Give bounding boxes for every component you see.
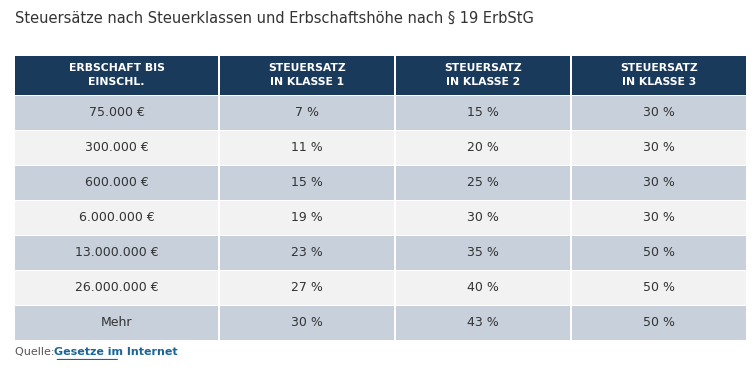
Text: 30 %: 30 % <box>643 211 675 224</box>
Text: 25 %: 25 % <box>467 176 499 190</box>
Bar <box>572 56 746 95</box>
Text: 30 %: 30 % <box>643 176 675 190</box>
Text: 19 %: 19 % <box>292 211 323 224</box>
Bar <box>221 271 394 305</box>
Text: 6.000.000 €: 6.000.000 € <box>79 211 154 224</box>
Text: Gesetze im Internet: Gesetze im Internet <box>54 347 178 357</box>
Bar <box>572 201 746 235</box>
Text: 50 %: 50 % <box>643 246 675 259</box>
Bar <box>15 201 218 235</box>
Bar <box>221 306 394 340</box>
Text: 40 %: 40 % <box>467 281 499 294</box>
Bar <box>15 131 218 165</box>
Text: 27 %: 27 % <box>291 281 324 294</box>
Bar <box>221 236 394 270</box>
Bar <box>396 96 570 130</box>
Bar <box>572 271 746 305</box>
Text: 35 %: 35 % <box>467 246 499 259</box>
Text: 13.000.000 €: 13.000.000 € <box>75 246 159 259</box>
Text: 50 %: 50 % <box>643 317 675 329</box>
Text: 300.000 €: 300.000 € <box>85 141 148 155</box>
Bar <box>396 201 570 235</box>
Bar <box>15 236 218 270</box>
Bar <box>396 56 570 95</box>
Bar <box>15 56 218 95</box>
Bar <box>396 306 570 340</box>
Text: 15 %: 15 % <box>291 176 324 190</box>
Text: 600.000 €: 600.000 € <box>85 176 148 190</box>
Text: 15 %: 15 % <box>467 106 499 119</box>
Text: 30 %: 30 % <box>643 141 675 155</box>
Text: 30 %: 30 % <box>467 211 499 224</box>
Bar <box>396 236 570 270</box>
Text: 75.000 €: 75.000 € <box>88 106 144 119</box>
Text: 20 %: 20 % <box>467 141 499 155</box>
Text: Steuersätze nach Steuerklassen und Erbschaftshöhe nach § 19 ErbStG: Steuersätze nach Steuerklassen und Erbsc… <box>15 11 534 26</box>
Text: Quelle:: Quelle: <box>15 347 58 357</box>
Text: 7 %: 7 % <box>296 106 319 119</box>
Bar <box>572 236 746 270</box>
Text: STEUERSATZ
IN KLASSE 3: STEUERSATZ IN KLASSE 3 <box>621 63 699 87</box>
Text: 30 %: 30 % <box>643 106 675 119</box>
Bar <box>221 166 394 200</box>
Bar <box>221 201 394 235</box>
Bar <box>15 96 218 130</box>
Bar <box>572 96 746 130</box>
Bar <box>15 271 218 305</box>
Text: 30 %: 30 % <box>291 317 324 329</box>
Bar <box>221 131 394 165</box>
Bar <box>221 96 394 130</box>
Bar <box>572 131 746 165</box>
Text: 26.000.000 €: 26.000.000 € <box>75 281 159 294</box>
Text: ERBSCHAFT BIS
EINSCHL.: ERBSCHAFT BIS EINSCHL. <box>69 63 165 87</box>
Text: 23 %: 23 % <box>292 246 323 259</box>
Text: STEUERSATZ
IN KLASSE 2: STEUERSATZ IN KLASSE 2 <box>445 63 522 87</box>
Bar <box>396 131 570 165</box>
Text: 11 %: 11 % <box>292 141 323 155</box>
Bar <box>221 56 394 95</box>
Text: Mehr: Mehr <box>101 317 132 329</box>
Bar <box>15 306 218 340</box>
Text: STEUERSATZ
IN KLASSE 1: STEUERSATZ IN KLASSE 1 <box>268 63 346 87</box>
Bar <box>396 271 570 305</box>
Bar <box>572 306 746 340</box>
Bar <box>572 166 746 200</box>
Text: 50 %: 50 % <box>643 281 675 294</box>
Bar <box>396 166 570 200</box>
Text: 43 %: 43 % <box>467 317 499 329</box>
Bar <box>15 166 218 200</box>
